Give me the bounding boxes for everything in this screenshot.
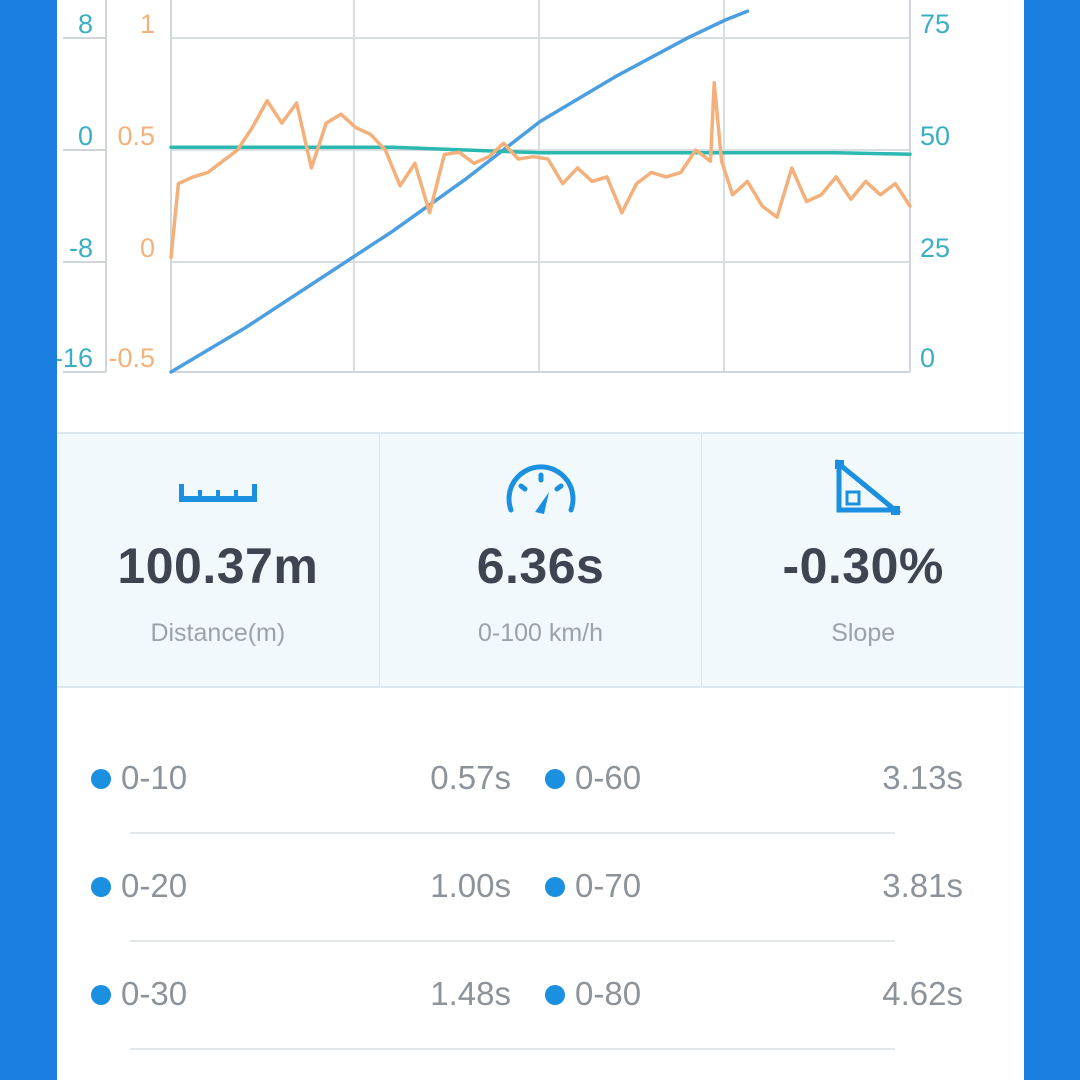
split-label: 0-80	[575, 975, 642, 1012]
tick-label-left-outer: 8	[78, 9, 93, 39]
split-item: 0-20 1.00s	[91, 834, 511, 942]
row-divider	[130, 832, 895, 834]
split-time: 1.48s	[430, 975, 511, 1012]
split-row: 0-10 0.57s 0-60 3.13s	[57, 726, 1024, 834]
distance-value: 100.37m	[117, 538, 319, 594]
bullet-dot-icon	[545, 877, 565, 897]
split-time: 3.81s	[882, 867, 963, 904]
tick-label-left-inner: 1	[140, 9, 155, 39]
split-label: 0-20	[121, 867, 188, 904]
acceleration-value: 6.36s	[476, 538, 605, 594]
bullet-dot-icon	[545, 769, 565, 789]
split-label: 0-60	[575, 759, 642, 796]
slope-caption: Slope	[831, 619, 896, 647]
split-time: 3.13s	[882, 759, 963, 796]
bullet-dot-icon	[91, 877, 111, 897]
stat-slope: -0.30% Slope	[701, 434, 1024, 686]
split-time: 0.57s	[430, 759, 511, 796]
speedometer-icon	[506, 464, 575, 514]
tick-label-right: 0	[920, 343, 935, 373]
split-time: 1.00s	[430, 867, 511, 904]
split-label: 0-30	[121, 975, 188, 1012]
split-row: 0-30 1.48s 0-80 4.62s	[57, 942, 1024, 1050]
series-line-2	[169, 81, 912, 260]
tick-label-right: 75	[920, 9, 950, 39]
row-divider	[130, 940, 895, 942]
split-item: 0-60 3.13s	[545, 726, 963, 834]
stat-acceleration: 6.36s 0-100 km/h	[378, 434, 702, 686]
series-line-1	[169, 145, 912, 156]
split-times-list: 0-10 0.57s 0-60 3.13s 0-20 1.00s 0-70 3.…	[57, 686, 1024, 1080]
tick-label-left-inner: 0.5	[117, 121, 155, 151]
split-item: 0-30 1.48s	[91, 942, 511, 1050]
tick-label-right: 50	[920, 121, 950, 151]
chart-svg: 8 0 -8 -16 1 0.5 0 -0.5 75 50 25 0	[57, 0, 950, 374]
bullet-dot-icon	[91, 985, 111, 1005]
acceleration-caption: 0-100 km/h	[477, 619, 604, 647]
tick-label-left-outer: -16	[57, 343, 93, 373]
ruler-icon	[178, 484, 257, 502]
slope-icon	[835, 458, 903, 515]
summary-stats: 100.37m Distance(m) 6.36s 0-100 km/h	[57, 432, 1024, 688]
split-item: 0-70 3.81s	[545, 834, 963, 942]
bullet-dot-icon	[91, 769, 111, 789]
tick-label-left-outer: -8	[69, 233, 93, 263]
split-item: 0-80 4.62s	[545, 942, 963, 1050]
distance-caption: Distance(m)	[150, 619, 286, 647]
tick-label-left-inner: 0	[140, 233, 155, 263]
split-item: 0-10 0.57s	[91, 726, 511, 834]
acceleration-chart: 8 0 -8 -16 1 0.5 0 -0.5 75 50 25 0	[57, 0, 1024, 430]
split-label: 0-70	[575, 867, 642, 904]
split-time: 4.62s	[882, 975, 963, 1012]
split-row: 0-20 1.00s 0-70 3.81s	[57, 834, 1024, 942]
row-divider	[130, 1048, 895, 1050]
bullet-dot-icon	[545, 985, 565, 1005]
results-panel: 8 0 -8 -16 1 0.5 0 -0.5 75 50 25 0 100.37m Distance…	[57, 0, 1024, 1080]
tick-label-left-inner: -0.5	[108, 343, 155, 373]
split-label: 0-10	[121, 759, 188, 796]
series-line-0	[169, 9, 750, 374]
slope-value: -0.30%	[782, 538, 944, 594]
stat-distance: 100.37m Distance(m)	[57, 434, 379, 686]
tick-label-left-outer: 0	[78, 121, 93, 151]
tick-label-right: 25	[920, 233, 950, 263]
